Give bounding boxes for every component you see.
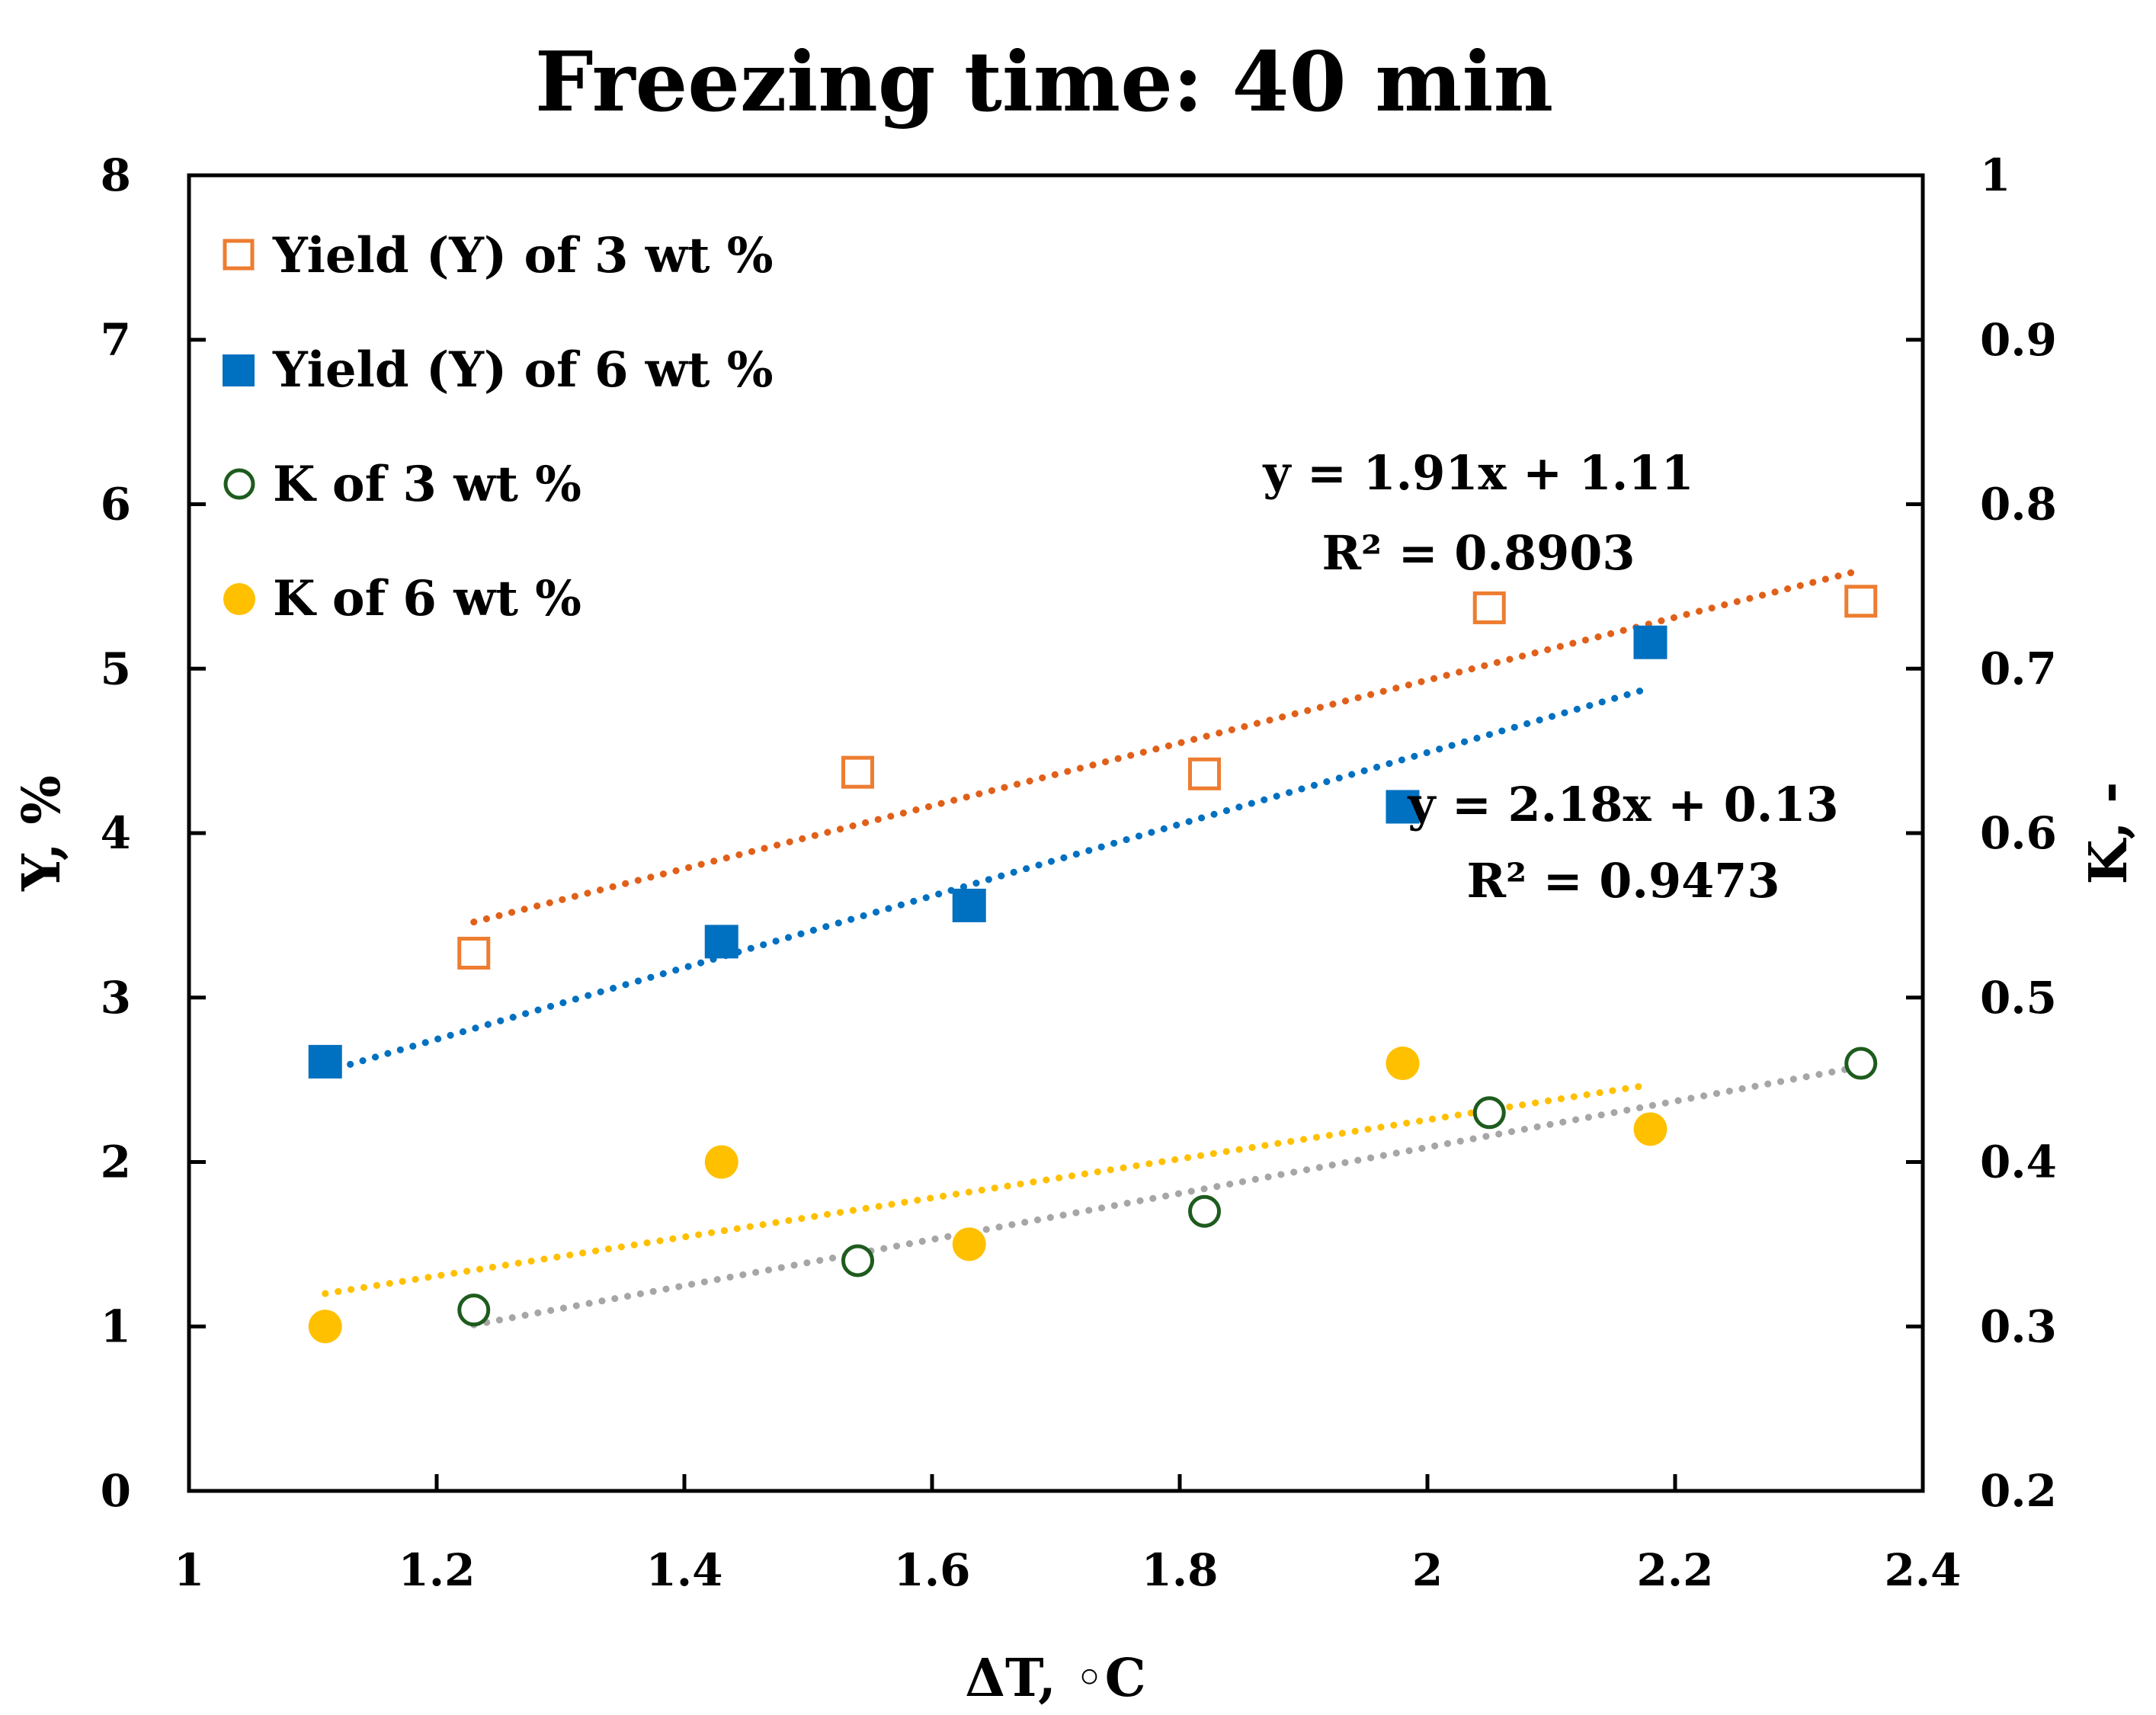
data-point	[952, 1227, 986, 1261]
legend-item-k-3wt: K of 3 wt %	[223, 456, 581, 513]
data-point	[1844, 1047, 1878, 1080]
trendline-equation-yield-6wt: y = 2.18x + 0.13 R² = 0.9473	[1407, 777, 1838, 909]
y-tick-label: 1	[101, 1300, 131, 1352]
y2-tick-label: 0.3	[1980, 1300, 2057, 1352]
y-tick-label: 7	[101, 314, 131, 366]
legend-label-yield-3wt: Yield (Y) of 3 wt %	[272, 227, 774, 284]
legend-marker-circle-open	[223, 468, 255, 500]
equation-text: y = 1.91x + 1.11	[1262, 445, 1693, 501]
x-axis-ticks: 1 1.2 1.4 1.6 1.8 2 2.2 2.4	[174, 1474, 1962, 1596]
data-point	[308, 1044, 342, 1079]
data-point	[457, 1293, 491, 1327]
y2-tick-label: 0.9	[1980, 314, 2057, 366]
data-point	[704, 925, 738, 959]
trendline	[322, 684, 1654, 1075]
legend: Yield (Y) of 3 wt % Yield (Y) of 6 wt % …	[223, 227, 774, 627]
trendline	[470, 566, 1865, 926]
y2-tick-label: 0.7	[1980, 643, 2057, 694]
trendline	[470, 1063, 1865, 1329]
data-point	[1472, 591, 1506, 624]
legend-label-yield-6wt: Yield (Y) of 6 wt %	[272, 341, 774, 399]
legend-item-k-6wt: K of 6 wt %	[223, 570, 581, 627]
r-squared-text: R² = 0.9473	[1466, 853, 1780, 909]
y2-tick-label: 1	[1980, 149, 2010, 201]
y-tick-label: 8	[101, 149, 131, 201]
y2-tick-label: 0.8	[1980, 479, 2057, 531]
legend-item-yield-3wt: Yield (Y) of 3 wt %	[223, 227, 774, 284]
data-point	[704, 1145, 738, 1179]
legend-marker-circle-filled	[223, 583, 255, 615]
data-point	[1844, 585, 1878, 618]
y-tick-label: 0	[101, 1465, 131, 1517]
y2-tick-label: 0.5	[1980, 972, 2057, 1024]
data-point	[1472, 1096, 1506, 1130]
trendline	[322, 1081, 1654, 1297]
chart-title: Freezing time: 40 min	[535, 34, 1553, 130]
data-points	[308, 585, 1878, 1344]
legend-label-k-6wt: K of 6 wt %	[273, 570, 581, 627]
y2-tick-label: 0.6	[1980, 807, 2057, 859]
y-axis-label: Y, %	[11, 775, 72, 892]
data-point	[952, 888, 986, 922]
x-tick-label: 2.4	[1885, 1544, 1962, 1596]
legend-label-k-3wt: K of 3 wt %	[273, 456, 581, 513]
legend-marker-square-filled	[223, 354, 255, 386]
data-point	[1633, 1112, 1667, 1146]
x-axis-label: ΔT, ◦C	[965, 1648, 1145, 1709]
data-point	[308, 1309, 342, 1344]
x-tick-label: 2	[1412, 1544, 1443, 1596]
x-tick-label: 1.4	[646, 1544, 723, 1596]
data-point	[1188, 1194, 1221, 1228]
trendline-equation-yield-3wt: y = 1.91x + 1.11 R² = 0.8903	[1262, 445, 1693, 581]
data-point	[841, 755, 874, 789]
y2-axis-ticks: 0.2 0.3 0.4 0.5 0.6 0.7 0.8 0.9 1	[1906, 149, 2057, 1517]
r-squared-text: R² = 0.8903	[1321, 525, 1635, 581]
y-tick-label: 3	[101, 972, 131, 1024]
y2-tick-label: 0.4	[1980, 1136, 2057, 1188]
data-point	[457, 936, 491, 970]
data-point	[1386, 1047, 1420, 1081]
y2-tick-label: 0.2	[1980, 1465, 2057, 1517]
equation-text: y = 2.18x + 0.13	[1407, 777, 1838, 832]
x-tick-label: 2.2	[1637, 1544, 1714, 1596]
x-tick-label: 1.6	[894, 1544, 971, 1596]
legend-marker-square-open	[223, 239, 255, 271]
y-tick-label: 2	[101, 1136, 131, 1188]
data-point	[1386, 790, 1420, 824]
y-axis-ticks: 0 1 2 3 4 5 6 7 8	[101, 149, 206, 1517]
data-point	[1633, 625, 1667, 659]
legend-item-yield-6wt: Yield (Y) of 6 wt %	[223, 341, 774, 399]
x-tick-label: 1.8	[1142, 1544, 1219, 1596]
x-tick-label: 1.2	[399, 1544, 476, 1596]
trendlines	[322, 566, 1865, 1329]
y2-axis-label: K, -	[2078, 782, 2139, 885]
y-tick-label: 5	[101, 643, 131, 694]
x-tick-label: 1	[174, 1544, 204, 1596]
y-tick-label: 6	[101, 479, 131, 531]
y-tick-label: 4	[101, 807, 131, 859]
data-point	[841, 1244, 874, 1277]
data-point	[1188, 757, 1221, 790]
